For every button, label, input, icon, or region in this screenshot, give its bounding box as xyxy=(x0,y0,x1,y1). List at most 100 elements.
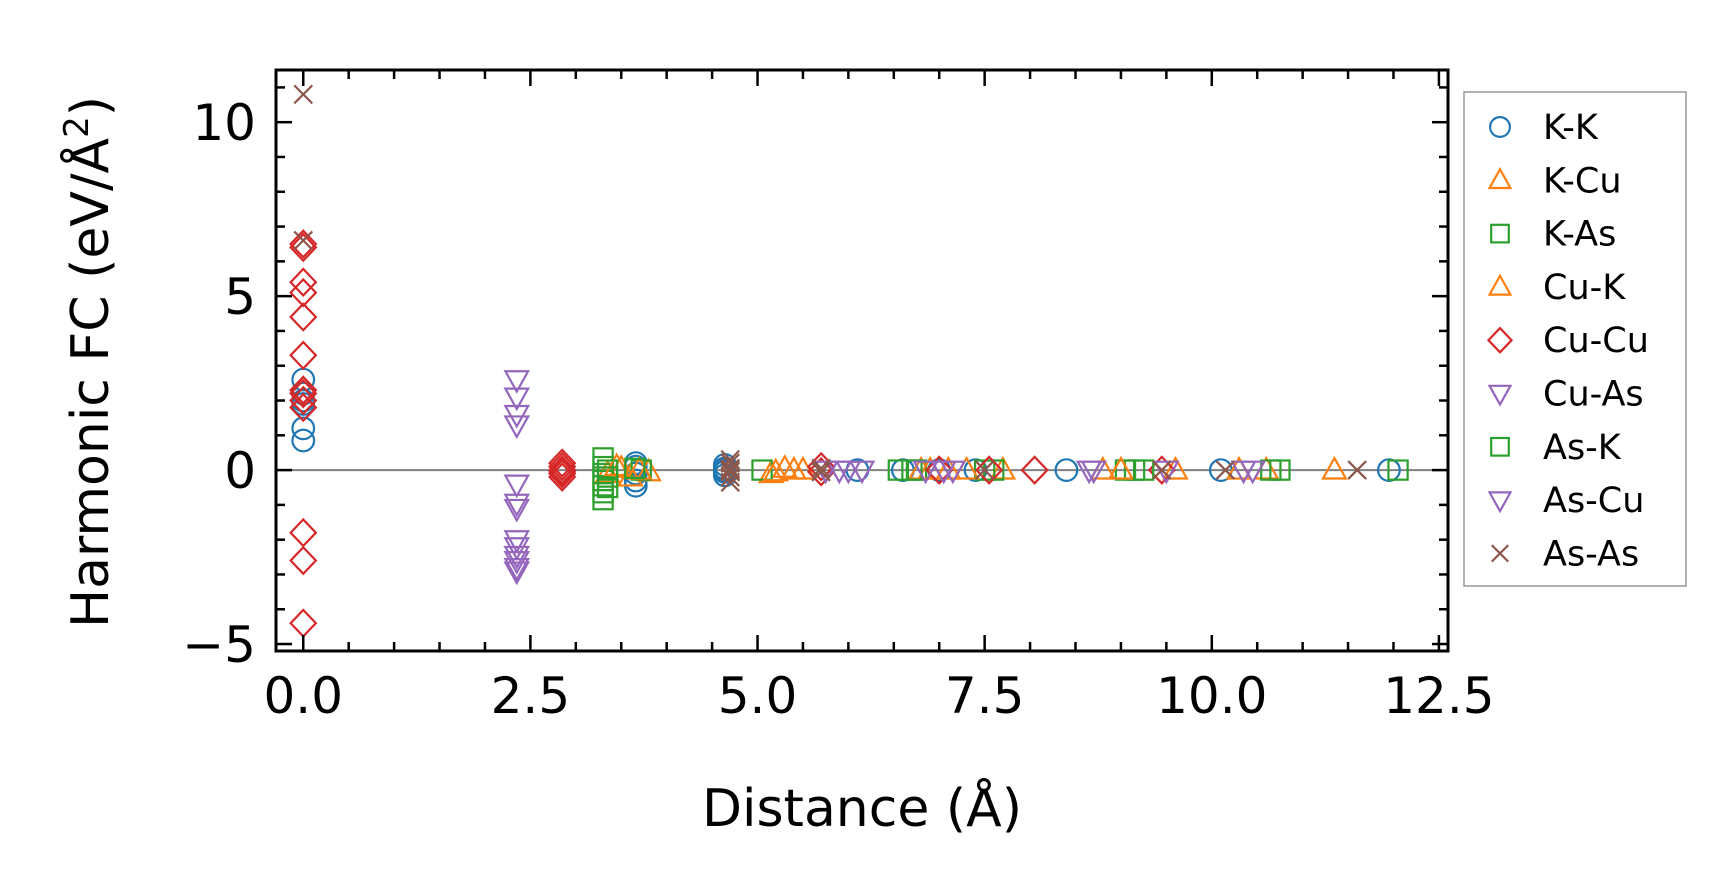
legend-item-As-K: As-K xyxy=(1490,428,1622,468)
data-point-Cu-Cu xyxy=(548,458,577,489)
data-point-K-As xyxy=(592,488,614,511)
data-point-K-As xyxy=(1387,459,1409,481)
series-Cu-Cu xyxy=(289,229,1176,638)
data-point-Cu-Cu xyxy=(289,545,318,576)
x-tick-label: 12.5 xyxy=(1383,667,1494,725)
data-point-K-K xyxy=(291,416,316,441)
y-tick-label: 5 xyxy=(224,268,256,326)
data-point-As-As xyxy=(974,460,995,480)
legend-label: As-K xyxy=(1543,428,1622,468)
data-point-Cu-Cu xyxy=(289,340,318,371)
data-point-Cu-K xyxy=(762,457,789,482)
data-point-As-Cu xyxy=(939,460,967,485)
legend-marker-Cu-Cu xyxy=(1486,326,1514,354)
legend-label: Cu-Cu xyxy=(1543,321,1649,361)
data-point-K-K xyxy=(1054,458,1079,482)
data-point-Cu-Cu xyxy=(548,462,577,492)
legend-marker-K-Cu xyxy=(1487,167,1513,190)
data-point-K-Cu xyxy=(1321,455,1348,480)
data-point-Cu-Cu xyxy=(289,375,318,405)
data-point-K-K xyxy=(963,458,988,482)
data-point-As-As xyxy=(1152,460,1172,480)
data-point-Cu-Cu xyxy=(548,448,577,478)
y-axis-label-main: Harmonic FC (eV/Å xyxy=(59,137,121,628)
data-point-As-As xyxy=(720,453,741,473)
data-point-As-As xyxy=(720,458,741,479)
legend-item-Cu-K: Cu-K xyxy=(1487,268,1626,308)
data-point-Cu-As xyxy=(503,537,531,561)
x-tick-label: 2.5 xyxy=(491,667,571,725)
legend: K-K K-Cu K-As Cu-K Cu-Cu Cu-As As-K As-Cu As-As xyxy=(1463,91,1687,587)
data-point-As-As xyxy=(720,462,741,482)
legend-label: As-As xyxy=(1543,534,1639,574)
legend-marker-As-K xyxy=(1490,436,1510,457)
plot-frame xyxy=(274,68,1450,653)
data-point-Cu-Cu xyxy=(289,385,318,416)
data-point-As-Cu xyxy=(835,460,862,485)
y-tick-label: 10 xyxy=(192,94,256,152)
legend-marker-As-Cu xyxy=(1487,491,1513,514)
data-point-Cu-Cu xyxy=(289,232,318,263)
data-point-As-As xyxy=(811,462,831,482)
legend-label: K-As xyxy=(1543,215,1616,255)
x-tick-label: 0.0 xyxy=(263,667,343,725)
data-point-K-K xyxy=(1377,458,1401,482)
data-point-Cu-Cu xyxy=(289,229,318,259)
data-point-Cu-Cu xyxy=(806,457,836,487)
legend-label: K-Cu xyxy=(1543,161,1622,201)
data-point-Cu-Cu xyxy=(289,378,318,409)
legend-marker-K-As xyxy=(1490,223,1510,244)
data-point-As-As xyxy=(720,467,741,487)
data-point-Cu-Cu xyxy=(548,457,577,487)
data-point-Cu-As xyxy=(503,474,531,499)
series-As-As xyxy=(293,84,1367,493)
data-point-As-K xyxy=(1260,459,1282,481)
y-axis-label-sup: 2 xyxy=(57,116,97,138)
x-axis-label: Distance (Å) xyxy=(702,777,1022,839)
legend-item-Cu-Cu: Cu-Cu xyxy=(1486,321,1649,361)
data-point-Cu-Cu xyxy=(289,277,318,308)
data-point-As-Cu xyxy=(1075,460,1103,485)
series-Cu-As xyxy=(503,370,1107,586)
data-point-Cu-K xyxy=(1107,455,1135,480)
data-point-Cu-K xyxy=(780,455,808,480)
legend-frame xyxy=(1463,91,1687,587)
x-tick-label: 10.0 xyxy=(1156,667,1267,725)
data-point-Cu-Cu xyxy=(925,455,954,485)
data-point-Cu-As xyxy=(503,561,531,586)
data-point-Cu-As xyxy=(503,545,531,570)
data-point-Cu-As xyxy=(503,558,531,582)
data-point-Cu-Cu xyxy=(289,392,318,423)
legend-item-K-Cu: K-Cu xyxy=(1487,161,1622,201)
data-point-K-Cu xyxy=(1162,455,1189,480)
legend-label: As-Cu xyxy=(1543,481,1644,521)
data-point-As-Cu xyxy=(1239,460,1266,485)
data-point-Cu-As xyxy=(503,530,531,554)
data-point-K-K xyxy=(712,458,737,482)
y-axis-label-close: ) xyxy=(61,96,121,116)
y-tick-label: −5 xyxy=(182,616,256,674)
data-point-K-As xyxy=(751,459,773,481)
legend-item-K-As: K-As xyxy=(1490,215,1616,255)
data-point-K-K xyxy=(291,388,316,413)
y-tick-label: 0 xyxy=(224,442,256,500)
data-point-K-K xyxy=(291,428,316,453)
x-tick-label: 5.0 xyxy=(718,667,798,725)
data-point-As-K xyxy=(901,459,923,481)
data-point-As-K xyxy=(624,457,646,480)
data-point-Cu-As xyxy=(503,387,531,412)
legend-item-Cu-As: Cu-As xyxy=(1487,375,1644,415)
data-point-Cu-Cu xyxy=(289,267,318,298)
legend-label: Cu-K xyxy=(1543,268,1626,308)
data-point-As-K xyxy=(596,476,619,499)
data-point-As-As xyxy=(1215,460,1236,480)
data-point-As-As xyxy=(1347,460,1367,480)
legend-item-As-Cu: As-Cu xyxy=(1487,481,1644,521)
data-point-As-Cu xyxy=(912,460,939,485)
data-point-As-As xyxy=(811,458,831,479)
data-point-Cu-As xyxy=(503,415,531,440)
series-As-K xyxy=(596,457,1282,499)
data-point-Cu-As xyxy=(503,498,531,523)
